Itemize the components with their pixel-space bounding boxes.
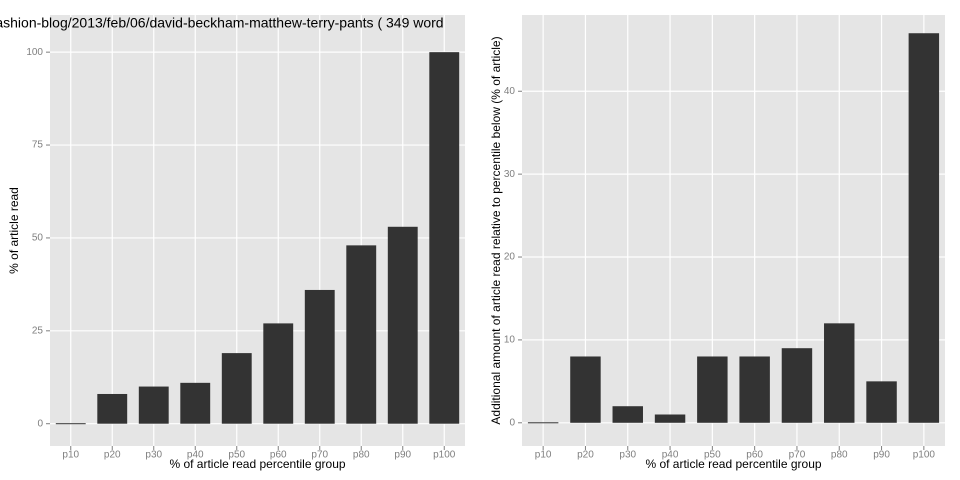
x-tick-label: p50 [704, 450, 721, 461]
x-tick-label: p50 [228, 450, 245, 461]
y-tick-label: 0 [509, 417, 515, 428]
bar [908, 33, 940, 423]
x-tick-label: p20 [104, 450, 121, 461]
x-axis-label: % of article read percentile group [645, 457, 821, 471]
bar [429, 52, 460, 424]
y-tick-label: 75 [32, 140, 44, 151]
bar [304, 289, 335, 424]
y-axis-label: % of article read [7, 187, 21, 274]
bar [346, 245, 377, 424]
y-tick-label: 10 [504, 335, 516, 346]
bar [570, 356, 601, 423]
bar [180, 382, 211, 424]
y-tick-label: 25 [32, 325, 44, 336]
x-tick-label: p30 [145, 450, 162, 461]
bar [612, 406, 643, 423]
x-tick-label: p10 [62, 450, 79, 461]
y-tick-label: 100 [26, 47, 43, 58]
bar [527, 422, 559, 424]
bar [387, 226, 418, 424]
bar [739, 356, 770, 423]
x-tick-label: p40 [662, 450, 679, 461]
x-tick-label: p80 [353, 450, 370, 461]
x-axis-label: % of article read percentile group [169, 457, 345, 471]
x-tick-label: p70 [311, 450, 328, 461]
y-tick-label: 30 [504, 169, 516, 180]
y-axis-label: Additional amount of article read relati… [489, 36, 503, 424]
bar [697, 356, 728, 423]
x-tick-label: p20 [577, 450, 594, 461]
bar [55, 423, 86, 425]
x-tick-label: p40 [187, 450, 204, 461]
x-tick-label: p100 [913, 450, 936, 461]
bar [97, 393, 128, 424]
y-tick-label: 40 [504, 86, 516, 97]
x-tick-label: p80 [831, 450, 848, 461]
x-tick-label: p90 [873, 450, 890, 461]
x-tick-label: p60 [270, 450, 287, 461]
x-tick-label: p70 [789, 450, 806, 461]
bar [824, 323, 855, 423]
bar [781, 348, 813, 423]
bar [654, 414, 686, 423]
bar [138, 386, 169, 424]
x-tick-label: p90 [394, 450, 411, 461]
bar [263, 323, 294, 424]
bar [866, 381, 897, 423]
y-tick-label: 0 [37, 418, 43, 429]
x-tick-label: p30 [619, 450, 636, 461]
y-tick-label: 50 [32, 233, 44, 244]
x-tick-label: p60 [746, 450, 763, 461]
chart-title: on/fashion-blog/2013/feb/06/david-beckha… [0, 15, 444, 31]
y-tick-label: 20 [504, 252, 516, 263]
bar [221, 353, 252, 424]
x-tick-label: p10 [535, 450, 552, 461]
x-tick-label: p100 [433, 450, 456, 461]
